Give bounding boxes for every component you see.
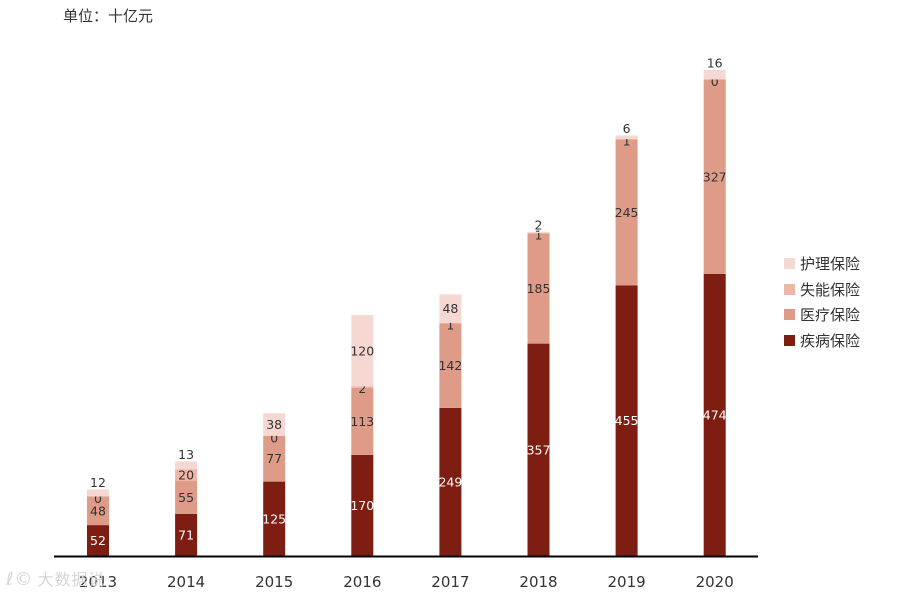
bar-segment (527, 233, 550, 344)
data-label: 1 (535, 228, 543, 243)
data-label: 2 (535, 217, 543, 232)
bar-segment (87, 525, 109, 556)
data-label: 2 (358, 381, 366, 396)
legend-label: 疾病保险 (800, 331, 861, 350)
data-label: 113 (350, 414, 374, 429)
bar-segment (527, 233, 550, 234)
data-label: 12 (90, 475, 106, 490)
data-label: 0 (711, 74, 719, 89)
x-tick-label: 2020 (696, 573, 734, 591)
data-label: 1 (623, 134, 631, 149)
legend-swatch-icon (784, 309, 795, 321)
data-label: 38 (266, 417, 282, 432)
data-label: 52 (90, 533, 106, 548)
data-label: 120 (350, 343, 374, 358)
bar-segment (351, 315, 374, 387)
bar-segment (703, 274, 726, 556)
legend: 护理保险失能保险医疗保险疾病保险 (784, 251, 860, 353)
legend-label: 医疗保险 (800, 306, 861, 325)
bar-segment (351, 387, 374, 455)
bar-segment (175, 461, 198, 470)
x-tick-label: 2014 (167, 573, 205, 591)
data-label: 474 (703, 408, 727, 423)
data-label: 170 (350, 498, 374, 513)
x-tick-label: 2013 (79, 573, 117, 591)
watermark-logo-icon: ℓ© (6, 569, 34, 590)
unit-label: 单位：十亿元 (63, 7, 154, 25)
data-label: 48 (90, 503, 106, 518)
legend-item[interactable]: 护理保险 (784, 251, 860, 277)
bar-segment (527, 343, 550, 556)
data-label: 142 (438, 358, 462, 373)
data-label: 455 (615, 413, 639, 428)
bar-segment (615, 135, 638, 139)
bar-segment (87, 496, 109, 526)
bar-segment (351, 454, 374, 556)
bar-segment (351, 386, 374, 388)
legend-item[interactable]: 医疗保险 (784, 302, 860, 328)
legend-label: 护理保险 (800, 255, 861, 274)
legend-swatch-icon (784, 283, 795, 295)
data-label: 357 (527, 442, 551, 457)
x-tick-label: 2019 (608, 573, 646, 591)
bar-segment (439, 322, 462, 324)
bar-segment (439, 294, 462, 323)
bar-segment (175, 469, 198, 482)
data-label: 327 (703, 169, 727, 184)
data-label: 6 (623, 121, 631, 136)
data-label: 125 (262, 511, 286, 526)
bar-segment (615, 285, 638, 556)
data-label: 0 (270, 430, 278, 445)
data-label: 20 (178, 468, 194, 483)
bar-segment (703, 79, 726, 274)
legend-item[interactable]: 疾病保险 (784, 328, 860, 354)
legend-swatch-icon (784, 258, 795, 270)
watermark: ℓ© 大数据说 (6, 566, 105, 590)
bar-segment (703, 70, 726, 80)
data-label: 16 (707, 56, 723, 71)
bar-segment (263, 435, 286, 482)
data-label: 0 (94, 491, 102, 506)
bar-segment (615, 139, 638, 140)
x-tick-label: 2018 (519, 573, 557, 591)
x-tick-label: 2017 (431, 573, 469, 591)
data-label: 249 (438, 474, 462, 489)
bar-segment (527, 231, 550, 233)
bar-segment (263, 481, 286, 556)
data-label: 13 (178, 447, 194, 462)
data-label: 48 (442, 301, 458, 316)
legend-label: 失能保险 (800, 280, 861, 299)
bar-segment (439, 407, 462, 556)
bar-segment (175, 481, 198, 514)
bar-segment (263, 413, 286, 436)
data-label: 1 (446, 317, 454, 332)
x-tick-label: 2016 (343, 573, 381, 591)
data-label: 245 (615, 205, 639, 220)
bar-segment (175, 513, 198, 556)
data-label: 55 (178, 490, 194, 505)
legend-item[interactable]: 失能保险 (784, 277, 860, 303)
x-tick-label: 2015 (255, 573, 293, 591)
legend-swatch-icon (784, 334, 795, 346)
bar-segment (615, 139, 638, 286)
bar-segment (439, 323, 462, 408)
data-label: 77 (266, 451, 282, 466)
data-label: 71 (178, 527, 194, 542)
bar-segment (87, 489, 109, 497)
data-label: 185 (527, 281, 551, 296)
watermark-text: 大数据说 (37, 570, 106, 589)
